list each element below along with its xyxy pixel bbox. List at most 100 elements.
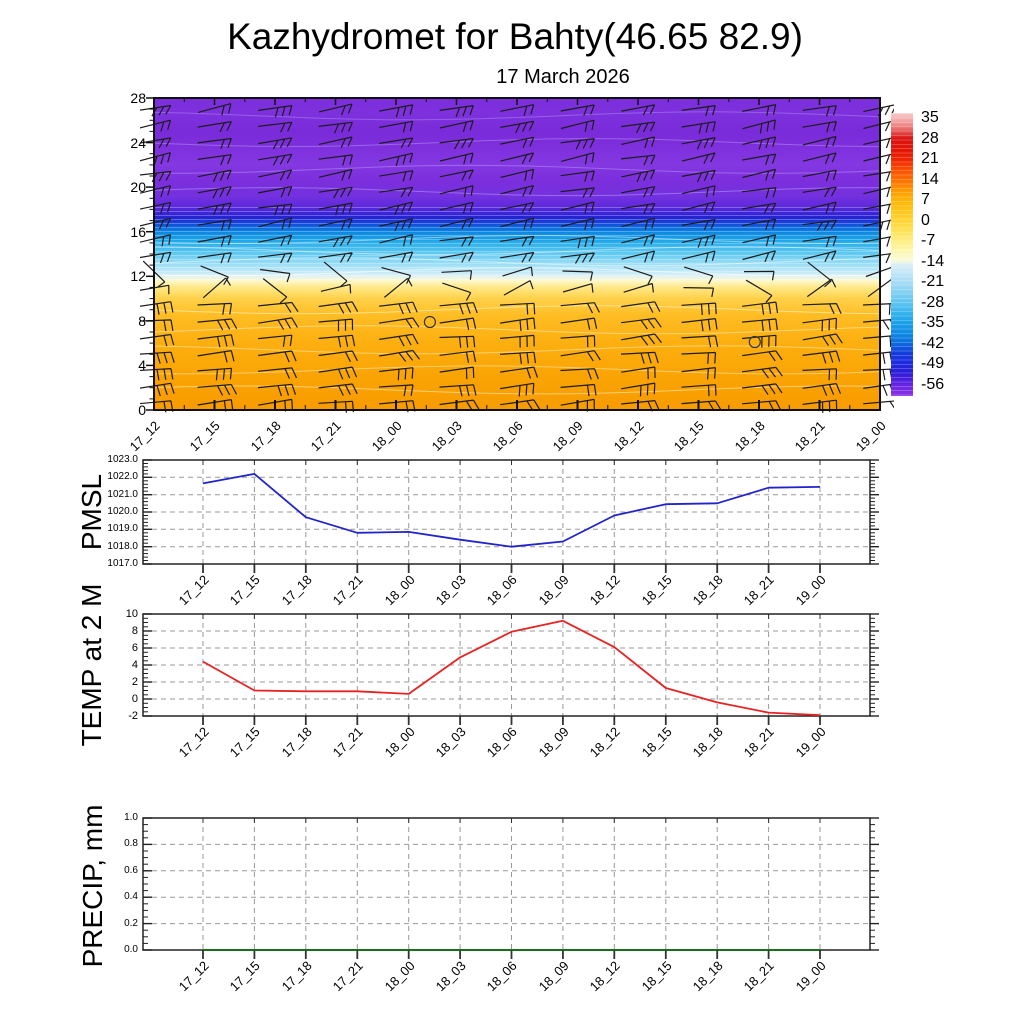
colorbar-tick-label: -7 xyxy=(921,232,936,250)
temp-x-tick-label: 18_06 xyxy=(483,724,521,761)
pmsl-x-tick-label: 17_15 xyxy=(226,572,264,609)
page-subtitle: 17 March 2026 xyxy=(496,66,630,88)
precip-y-tick-label: 0.6 xyxy=(124,864,138,876)
contour-striations xyxy=(154,207,880,283)
colorbar-tick-label: -21 xyxy=(921,273,945,291)
colorbar-tick-label: 35 xyxy=(921,109,939,126)
main-y-tick-label: 28 xyxy=(130,90,146,106)
main-y-tick-label: 24 xyxy=(130,134,146,151)
precip-x-tick-label: 19_00 xyxy=(792,958,829,995)
main-x-tick-label: 17_18 xyxy=(247,418,284,455)
main-x-tick-label: 17_21 xyxy=(307,418,345,455)
temp-x-tick-label: 18_18 xyxy=(689,724,726,761)
temp-x-tick-label: 17_18 xyxy=(278,724,315,761)
temp-y-tick-label: 10 xyxy=(125,608,138,620)
main-y-tick-label: 16 xyxy=(130,223,146,240)
colorbar-tick-label: -56 xyxy=(921,376,945,394)
pmsl-x-tick-label: 18_18 xyxy=(689,572,726,609)
temp-x-tick-label: 18_15 xyxy=(638,724,675,761)
precip-x-tick-label: 17_21 xyxy=(329,958,366,995)
pmsl-y-tick-label: 1019.0 xyxy=(107,523,138,535)
temp-y-tick-label: 4 xyxy=(131,659,138,671)
temp-y-tick-label: 2 xyxy=(131,676,138,688)
precip-y-tick-label: 1.0 xyxy=(124,812,138,823)
page-title: Kazhydromet for Bahty(46.65 82.9) xyxy=(227,16,803,57)
temp-x-tick-label: 17_12 xyxy=(175,724,212,761)
pmsl-x-tick-label: 18_12 xyxy=(586,572,623,609)
pmsl-panel xyxy=(142,459,879,573)
precip-x-tick-label: 17_15 xyxy=(226,958,264,995)
main-x-tick-label: 18_00 xyxy=(368,418,405,455)
main-x-tick-label: 17_12 xyxy=(126,418,163,455)
colorbar-tick-label: 7 xyxy=(921,191,930,209)
pmsl-x-tick-label: 17_18 xyxy=(278,572,315,609)
temp-y-tick-label: 8 xyxy=(131,625,138,637)
precip-y-tick-label: 0.0 xyxy=(124,944,138,955)
colorbar-tick-label: 14 xyxy=(921,170,939,188)
temp-x-tick-label: 17_21 xyxy=(329,724,366,761)
main-y-axis-labels: 0 4 8 12 16 20 24 28 xyxy=(100,0,146,418)
temp-x-tick-label: 18_03 xyxy=(432,724,469,761)
pmsl-axis-title: PMSL xyxy=(76,473,107,551)
pmsl-y-tick-label: 1023.0 xyxy=(107,454,138,465)
colorbar-tick-label: -14 xyxy=(921,252,945,270)
temp-x-tick-label: 18_12 xyxy=(586,724,623,761)
pmsl-x-tick-label: 18_21 xyxy=(741,572,778,609)
temp-x-tick-label: 18_00 xyxy=(381,724,418,761)
temp-x-tick-label: 18_09 xyxy=(535,724,572,761)
main-x-tick-label: 18_09 xyxy=(549,418,587,455)
temp-x-tick-label: 19_00 xyxy=(792,724,829,761)
temp-x-tick-label: 17_15 xyxy=(226,724,264,761)
colorbar-tick-label: 0 xyxy=(921,211,930,229)
precip-x-tick-label: 18_06 xyxy=(483,958,521,995)
colorbar-tick-label: 21 xyxy=(921,150,939,168)
grid xyxy=(143,818,870,950)
colorbar-tick-label: -28 xyxy=(921,293,945,311)
precip-x-tick-label: 17_12 xyxy=(175,958,212,995)
precip-x-tick-label: 18_12 xyxy=(586,958,623,995)
pmsl-y-axis-labels: 1023.0 1022.0 1021.0 1020.0 1019.0 1018.0 1017… xyxy=(100,0,138,569)
temp-axis-title: TEMP at 2 M xyxy=(76,583,107,747)
precip-x-tick-label: 18_15 xyxy=(638,958,675,995)
main-y-tick-label: 20 xyxy=(130,179,146,196)
main-y-tick-label: 12 xyxy=(130,268,146,285)
main-y-tick-label: 0 xyxy=(138,402,146,418)
pmsl-y-tick-label: 1017.0 xyxy=(107,558,138,569)
axis-ticks xyxy=(143,613,879,725)
temp-panel xyxy=(142,613,879,725)
temp-y-tick-label: 0 xyxy=(131,693,138,705)
colorbar-tick-label: -42 xyxy=(921,334,945,352)
main-x-tick-label: 18_18 xyxy=(731,418,768,455)
main-x-tick-label: 17_15 xyxy=(186,418,224,455)
colorbar-tick-label: -49 xyxy=(921,355,945,373)
precip-x-tick-label: 18_03 xyxy=(432,958,469,995)
pmsl-x-tick-label: 18_15 xyxy=(638,572,675,609)
precip-x-tick-label: 18_00 xyxy=(381,958,418,995)
pmsl-x-tick-label: 19_00 xyxy=(792,572,829,609)
colorbar-striations xyxy=(891,113,913,396)
precip-x-tick-label: 18_21 xyxy=(741,958,778,995)
pmsl-y-tick-label: 1021.0 xyxy=(107,488,138,500)
temp-y-tick-label: -2 xyxy=(128,710,138,722)
main-x-tick-label: 18_21 xyxy=(791,418,829,455)
main-x-tick-label: 18_12 xyxy=(610,418,647,455)
precip-y-axis-labels: 1.0 0.8 0.6 0.4 0.2 0.0 xyxy=(100,0,138,955)
main-x-tick-label: 18_03 xyxy=(428,418,466,455)
precip-x-tick-label: 17_18 xyxy=(278,958,315,995)
precip-y-tick-label: 0.2 xyxy=(124,917,138,929)
temp-line xyxy=(202,619,821,717)
precip-y-tick-label: 0.4 xyxy=(124,891,138,903)
pmsl-x-tick-label: 18_00 xyxy=(381,572,418,609)
main-x-tick-label: 18_15 xyxy=(670,418,708,455)
axis-ticks xyxy=(143,817,879,959)
colorbar xyxy=(891,113,913,396)
temp-x-tick-label: 18_21 xyxy=(741,724,778,761)
axis-ticks xyxy=(143,459,879,573)
pmsl-x-tick-label: 18_06 xyxy=(483,572,521,609)
grid xyxy=(143,460,870,564)
temp-y-axis-labels: 10 8 6 4 2 0 -2 xyxy=(100,0,138,722)
main-x-tick-label: 19_00 xyxy=(852,418,889,455)
colorbar-tick-label: -35 xyxy=(921,314,945,332)
pmsl-x-tick-label: 17_21 xyxy=(329,572,366,609)
